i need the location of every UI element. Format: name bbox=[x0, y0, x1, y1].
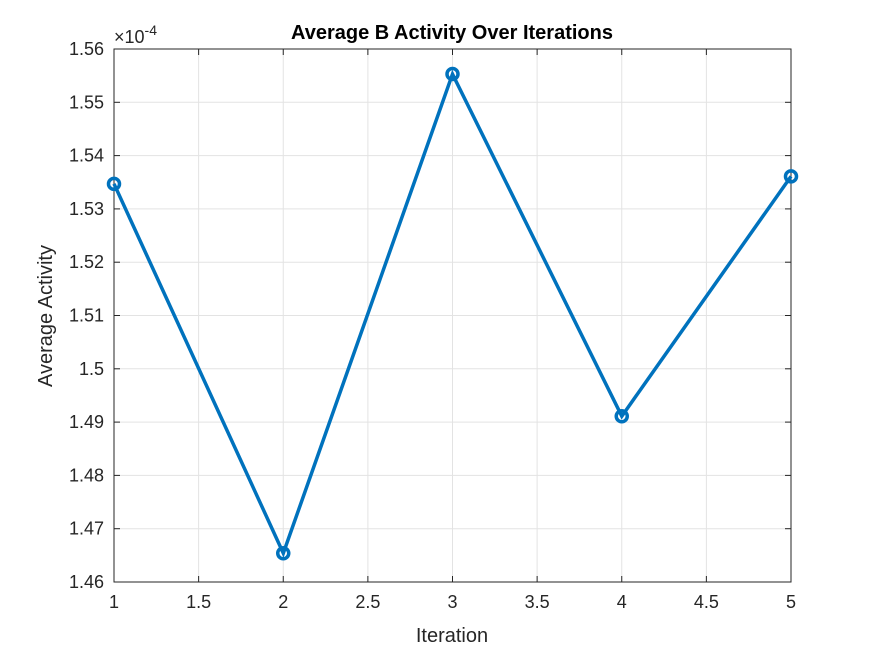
data-point bbox=[783, 169, 799, 184]
series-layer bbox=[106, 66, 799, 561]
x-tick-label: 5 bbox=[786, 592, 796, 612]
x-tick-label: 4 bbox=[617, 592, 627, 612]
y-tick-label: 1.52 bbox=[69, 252, 104, 272]
y-axis-label: Average Activity bbox=[35, 245, 57, 387]
data-point bbox=[106, 176, 122, 192]
y-exponent-power: -4 bbox=[145, 22, 158, 38]
x-axis-label: Iteration bbox=[416, 625, 488, 647]
x-tick-label: 4.5 bbox=[694, 592, 719, 612]
y-exponent-base: ×10 bbox=[114, 27, 145, 47]
y-tick-label: 1.47 bbox=[69, 519, 104, 539]
data-point bbox=[614, 408, 629, 424]
y-tick-label: 1.5 bbox=[79, 359, 104, 379]
grid bbox=[113, 48, 792, 583]
x-tick-label: 2 bbox=[278, 592, 288, 612]
y-tick-label: 1.54 bbox=[69, 146, 104, 166]
chart-title: Average B Activity Over Iterations bbox=[291, 22, 613, 44]
y-tick-label: 1.49 bbox=[69, 412, 104, 432]
y-tick-label: 1.46 bbox=[69, 572, 104, 592]
series-line bbox=[112, 69, 793, 558]
x-tick-label: 1.5 bbox=[186, 592, 211, 612]
x-tick-label: 2.5 bbox=[355, 592, 380, 612]
ticks: 1 1.5 2 2.5 3 3.5 4 4.5 51.461.471.481.491.51.51… bbox=[69, 39, 796, 612]
data-point bbox=[445, 66, 460, 82]
y-axis-exponent: ×10-4 bbox=[114, 22, 157, 47]
y-tick-label: 1.48 bbox=[69, 465, 104, 485]
y-tick-label: 1.51 bbox=[69, 306, 104, 326]
y-tick-label: 1.53 bbox=[69, 199, 104, 219]
data-point bbox=[276, 545, 291, 561]
x-tick-label: 3.5 bbox=[525, 592, 550, 612]
x-tick-label: 3 bbox=[447, 592, 457, 612]
y-tick-label: 1.56 bbox=[69, 39, 104, 59]
x-tick-label: 1 bbox=[109, 592, 119, 612]
y-tick-label: 1.55 bbox=[69, 92, 104, 112]
